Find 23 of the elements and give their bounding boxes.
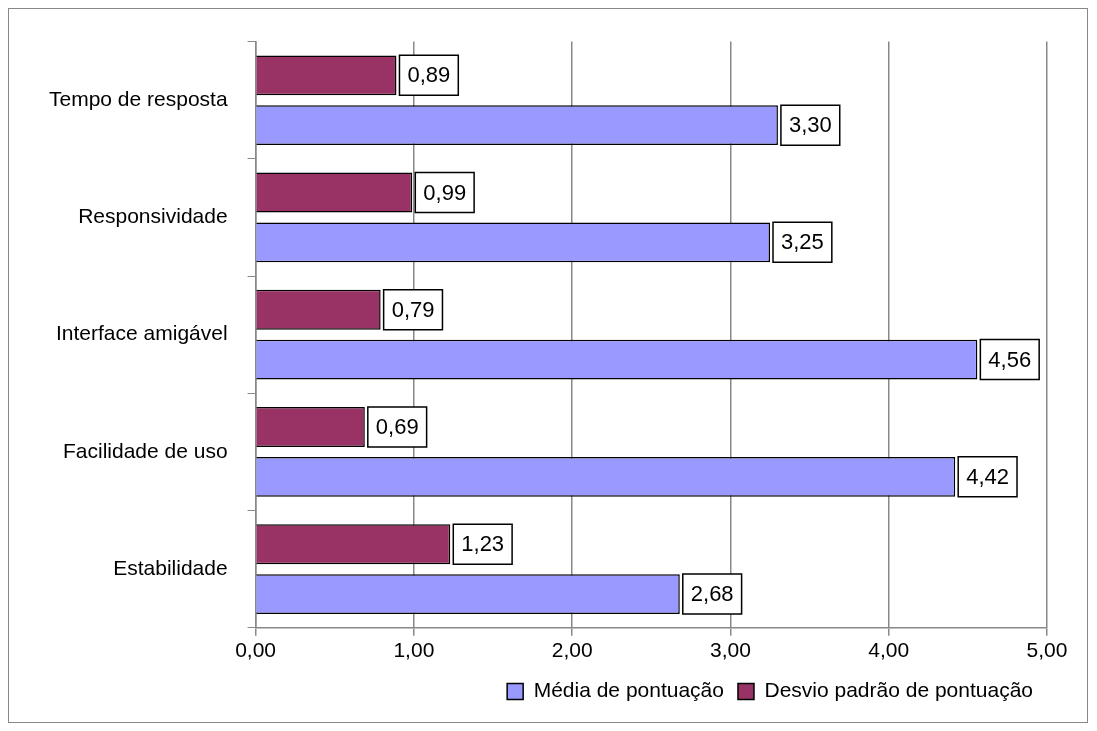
data-label: 1,23 [461,531,505,557]
x-tick-label: 1,00 [393,638,435,662]
y-tick-label: Estabilidade [113,555,228,579]
y-tick-label: Tempo de resposta [48,87,228,111]
x-tick-label: 3,00 [710,638,751,662]
y-tick-label: Facilidade de uso [62,438,228,462]
data-label: 0,69 [375,414,419,440]
x-tick-label: 5,00 [1026,638,1068,662]
legend-label: Desvio padrão de pontuação [764,678,1033,702]
data-label: 0,79 [391,296,435,322]
x-tick-label: 2,00 [551,638,593,662]
y-tick-label: Responsividade [78,204,228,228]
x-tick-label: 4,00 [868,638,910,662]
data-label: 2,68 [690,581,734,607]
data-label: 0,99 [423,179,467,205]
legend-label: Média de pontuação [533,678,724,702]
x-tick-label: 0,00 [235,638,277,662]
y-tick-label: Interface amigável [56,321,228,345]
data-label: 3,25 [781,229,824,255]
data-label: 3,30 [788,112,832,138]
data-label: 4,56 [988,346,1032,372]
data-label: 0,89 [407,62,451,88]
data-label: 4,42 [966,463,1010,489]
